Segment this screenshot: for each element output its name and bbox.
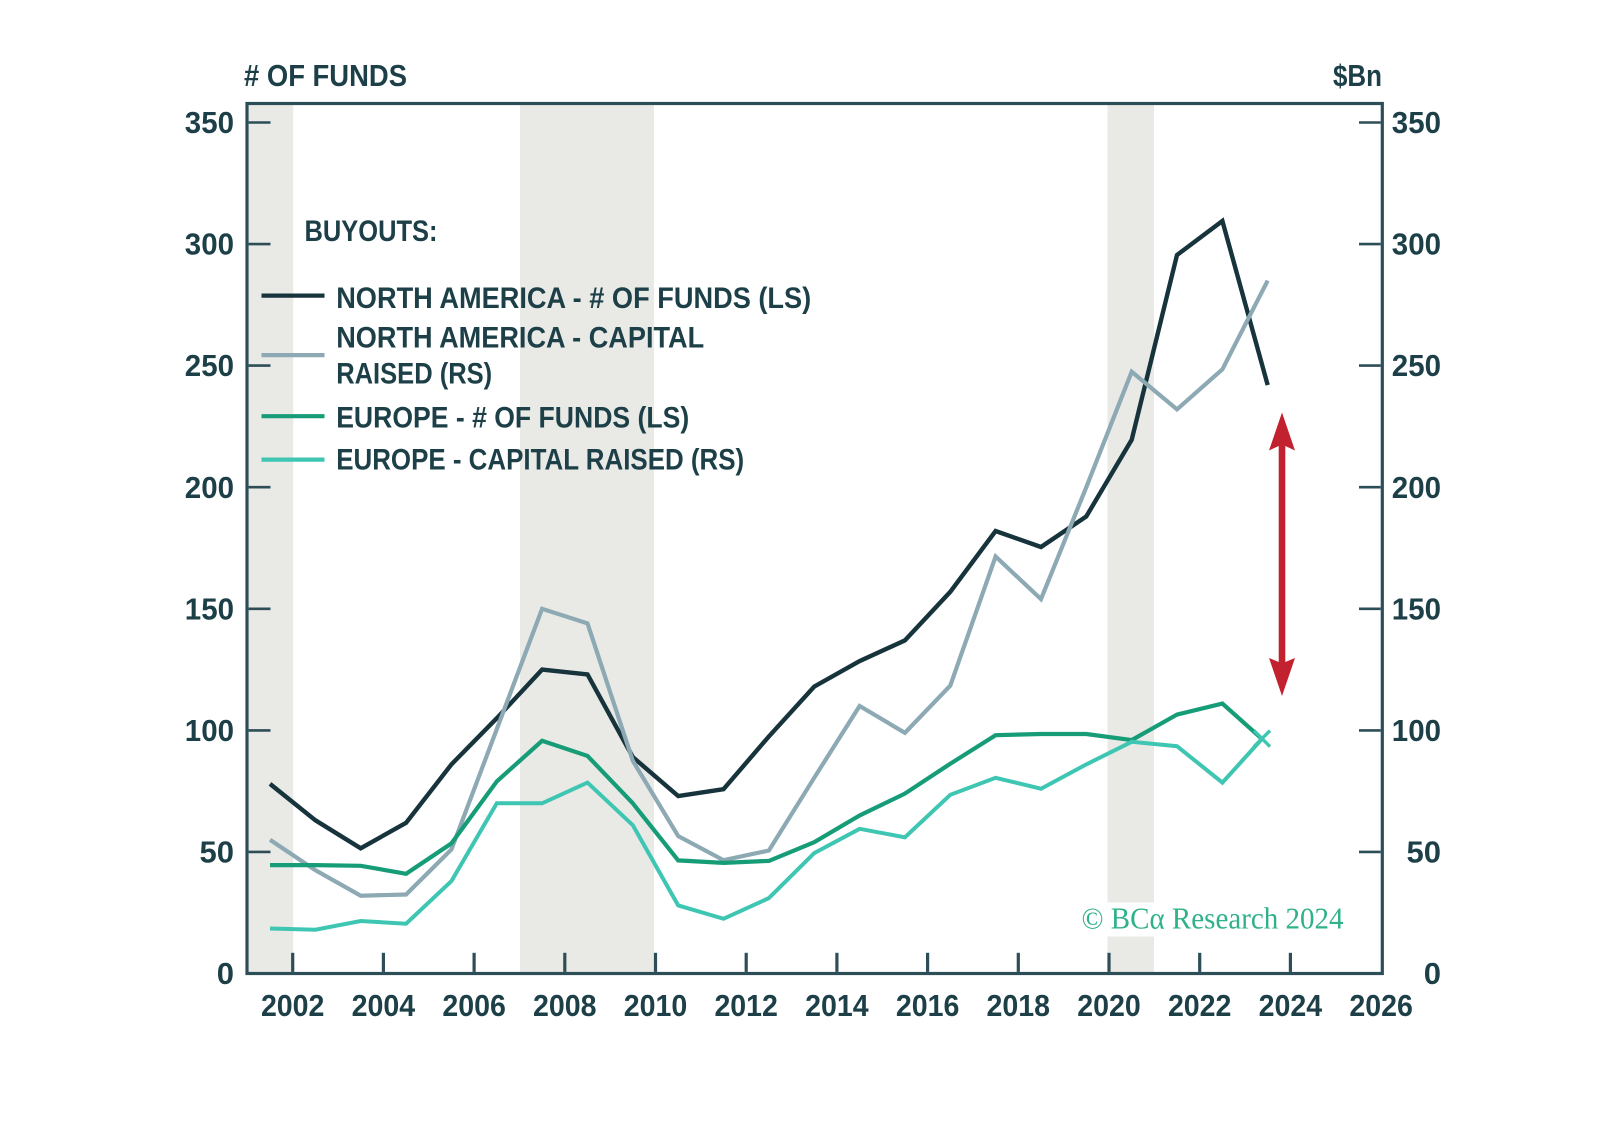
- svg-text:350: 350: [185, 105, 234, 140]
- svg-text:0: 0: [217, 956, 234, 991]
- svg-text:300: 300: [1392, 227, 1441, 262]
- svg-text:EUROPE - CAPITAL RAISED (RS): EUROPE - CAPITAL RAISED (RS): [336, 443, 744, 476]
- svg-text:150: 150: [185, 591, 234, 626]
- svg-text:200: 200: [185, 470, 234, 505]
- svg-text:2020: 2020: [1077, 988, 1141, 1023]
- svg-text:2018: 2018: [987, 988, 1051, 1023]
- svg-text:BUYOUTS:: BUYOUTS:: [305, 215, 438, 248]
- svg-text:50: 50: [1407, 835, 1441, 870]
- svg-text:RAISED (RS): RAISED (RS): [336, 357, 492, 390]
- svg-text:# OF FUNDS: # OF FUNDS: [244, 58, 407, 93]
- svg-text:100: 100: [1392, 713, 1441, 748]
- svg-text:250: 250: [1392, 348, 1441, 383]
- svg-text:2024: 2024: [1259, 988, 1323, 1023]
- svg-text:100: 100: [185, 713, 234, 748]
- svg-text:2008: 2008: [533, 988, 597, 1023]
- svg-text:2010: 2010: [624, 988, 688, 1023]
- svg-text:300: 300: [185, 227, 234, 262]
- svg-text:2016: 2016: [896, 988, 960, 1023]
- svg-text:$Bn: $Bn: [1333, 58, 1382, 93]
- svg-text:© BCα Research 2024: © BCα Research 2024: [1082, 901, 1344, 936]
- svg-text:EUROPE - # OF FUNDS (LS): EUROPE - # OF FUNDS (LS): [336, 401, 689, 434]
- svg-text:2022: 2022: [1168, 988, 1232, 1023]
- svg-text:2026: 2026: [1349, 988, 1413, 1023]
- svg-text:2002: 2002: [261, 988, 325, 1023]
- svg-text:250: 250: [185, 348, 234, 383]
- svg-text:2004: 2004: [352, 988, 416, 1023]
- svg-text:50: 50: [200, 835, 234, 870]
- svg-text:350: 350: [1392, 105, 1441, 140]
- svg-text:0: 0: [1424, 956, 1441, 991]
- svg-text:NORTH AMERICA - CAPITAL: NORTH AMERICA - CAPITAL: [336, 322, 704, 355]
- svg-text:2006: 2006: [442, 988, 506, 1023]
- svg-text:200: 200: [1392, 470, 1441, 505]
- svg-text:NORTH AMERICA - # OF FUNDS (LS: NORTH AMERICA - # OF FUNDS (LS): [336, 282, 811, 315]
- svg-text:2014: 2014: [805, 988, 869, 1023]
- svg-text:2012: 2012: [714, 988, 778, 1023]
- svg-text:150: 150: [1392, 591, 1441, 626]
